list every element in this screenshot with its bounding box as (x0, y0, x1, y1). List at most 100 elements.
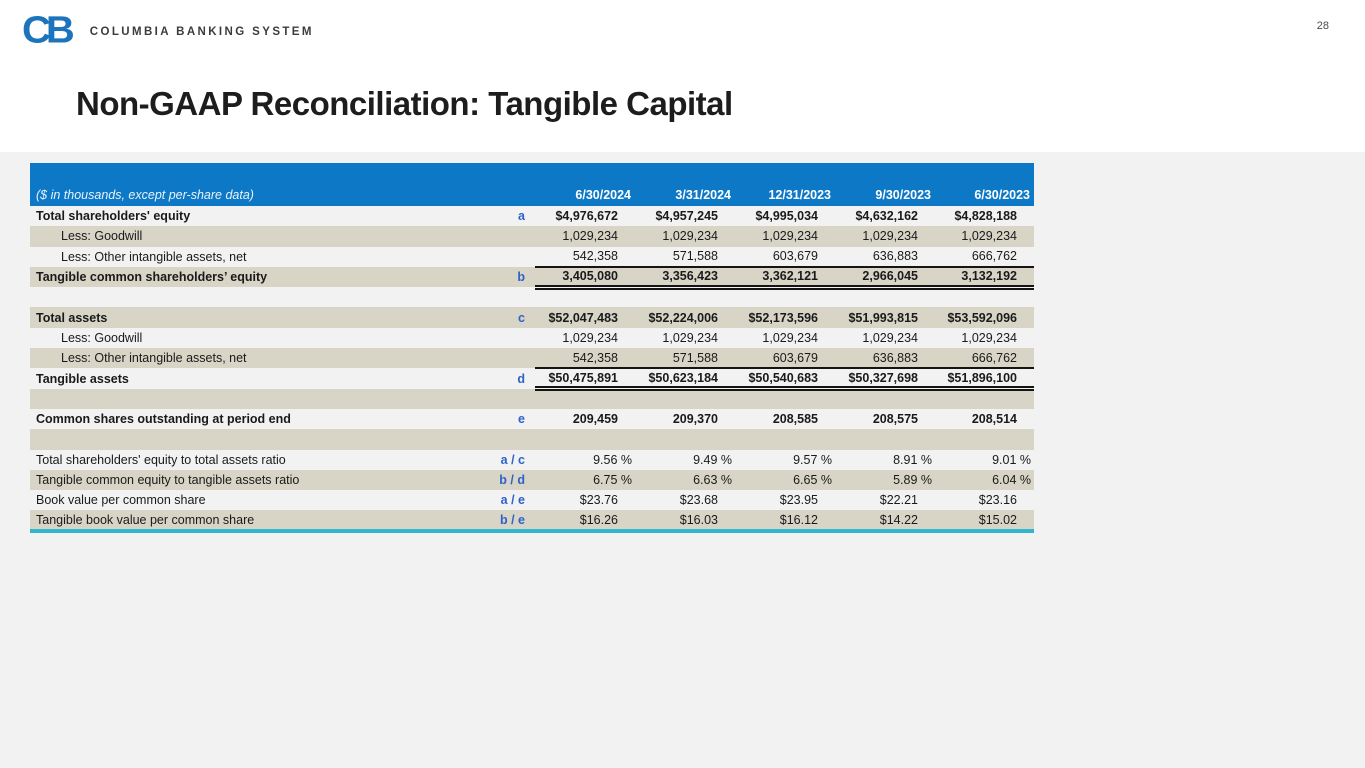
cb-logo-icon: CB (22, 8, 75, 52)
cell-value: $50,475,891 (535, 367, 635, 392)
row-label: Tangible common shareholders’ equity (30, 266, 480, 288)
spacer-row (30, 388, 1034, 409)
row-label: Less: Other intangible assets, net (61, 249, 247, 264)
row-label: Tangible book value per common share (30, 510, 480, 533)
cell-value: $50,540,683 (735, 367, 835, 392)
row-ref: e (518, 412, 525, 427)
cell-value: $16.03 (635, 510, 735, 533)
row-label: Less: Goodwill (61, 330, 143, 345)
brand-logo: CB COLUMBIA BANKING SYSTEM (22, 10, 314, 50)
cell-value: $16.12 (735, 510, 835, 533)
table-row: Tangible book value per common share b /… (30, 510, 1034, 533)
row-label: Less: Other intangible assets, net (30, 348, 480, 369)
cell-value: $4,632,162 (855, 209, 918, 224)
row-label: Common shares outstanding at period end (36, 412, 291, 427)
row-ref: b / e (480, 510, 535, 533)
row-ref: a / c (500, 452, 525, 467)
table-row: Tangible common equity to tangible asset… (30, 469, 1034, 491)
cell-value: $52,173,596 (735, 307, 835, 328)
cell-value: 1,029,234 (762, 330, 818, 345)
table-row: Total shareholders' equity a $4,976,672 … (30, 206, 1034, 226)
col-header-date: 6/30/2023 (935, 163, 1034, 206)
cell-value: $4,976,672 (555, 209, 618, 224)
cell-value: 1,029,234 (535, 226, 635, 247)
slide-title: Non-GAAP Reconciliation: Tangible Capita… (76, 85, 733, 122)
table-row: Total assets c $52,047,483 $52,224,006 $… (30, 307, 1034, 328)
cell-value: 1,029,234 (835, 226, 935, 247)
financial-table: ($ in thousands, except per-share data) … (30, 163, 1034, 533)
cell-value: 666,762 (935, 348, 1034, 369)
cell-value: 6.75 % (535, 469, 635, 491)
page-number: 28 (1316, 20, 1329, 32)
row-ref: d (517, 371, 525, 386)
cell-value: 3,405,080 (535, 265, 635, 290)
cell-value: $50,327,698 (835, 367, 935, 392)
table-header-row: ($ in thousands, except per-share data) … (30, 163, 1034, 206)
cell-value: $52,047,483 (535, 307, 635, 328)
spacer-row (30, 429, 1034, 450)
cell-value: $16.26 (535, 510, 635, 533)
cell-value: 209,459 (572, 412, 618, 427)
cell-value: $51,993,815 (835, 307, 935, 328)
cell-value: 9.57 % (793, 452, 832, 467)
cell-value: 1,029,234 (635, 226, 735, 247)
table-row: Less: Goodwill 1,029,234 1,029,234 1,029… (30, 226, 1034, 247)
row-ref (480, 247, 535, 267)
cell-value: 571,588 (635, 348, 735, 369)
col-header-date: 3/31/2024 (635, 163, 735, 206)
cell-value: 208,514 (971, 412, 1017, 427)
cell-value: 571,588 (672, 249, 718, 264)
cell-value: 1,029,234 (961, 330, 1017, 345)
cell-value: 6.63 % (635, 469, 735, 491)
cell-value: 3,362,121 (735, 265, 835, 290)
table-row: Total shareholders' equity to total asse… (30, 450, 1034, 470)
table-row: Common shares outstanding at period end … (30, 409, 1034, 429)
cell-value: 9.49 % (693, 452, 732, 467)
row-ref: b (480, 266, 535, 288)
cell-value: 636,883 (835, 348, 935, 369)
cell-value: $52,224,006 (635, 307, 735, 328)
cell-value: 5.89 % (835, 469, 935, 491)
cell-value: 542,358 (535, 348, 635, 369)
table-row: Less: Other intangible assets, net 542,3… (30, 348, 1034, 369)
cell-value: 9.01 % (992, 452, 1031, 467)
table-row: Tangible assets d $50,475,891 $50,623,18… (30, 367, 1034, 392)
cell-value: $15.02 (935, 510, 1034, 533)
cell-value: $53,592,096 (935, 307, 1034, 328)
cell-value: 3,132,192 (935, 265, 1034, 290)
cell-value: $23.16 (978, 493, 1017, 508)
cell-value: $22.21 (879, 493, 918, 508)
cell-value: $4,995,034 (755, 209, 818, 224)
cell-value: 208,585 (772, 412, 818, 427)
row-ref (480, 348, 535, 369)
cell-value: $4,957,245 (655, 209, 718, 224)
cell-value: 1,029,234 (735, 226, 835, 247)
cell-value: 1,029,234 (935, 226, 1034, 247)
table-row: Less: Other intangible assets, net 542,3… (30, 247, 1034, 267)
row-label: Total shareholders' equity (36, 209, 191, 224)
row-label: Tangible common equity to tangible asset… (30, 469, 480, 491)
table-subtitle: ($ in thousands, except per-share data) (30, 163, 535, 206)
cell-value: $50,623,184 (635, 367, 735, 392)
row-label: Book value per common share (36, 493, 206, 508)
cell-value: $23.68 (679, 493, 718, 508)
table-row: Book value per common share a / e $23.76… (30, 490, 1034, 510)
col-header-date: 12/31/2023 (735, 163, 835, 206)
cell-value: 9.56 % (593, 452, 632, 467)
cell-value: $23.95 (779, 493, 818, 508)
row-label: Total shareholders' equity to total asse… (36, 452, 286, 467)
row-ref: b / d (480, 469, 535, 491)
col-header-date: 6/30/2024 (535, 163, 635, 206)
cell-value: $51,896,100 (935, 367, 1034, 392)
content-background (0, 152, 1365, 768)
cell-value: 666,762 (971, 249, 1017, 264)
table-row: Less: Goodwill 1,029,234 1,029,234 1,029… (30, 328, 1034, 348)
cell-value: 603,679 (735, 348, 835, 369)
table-row: Tangible common shareholders’ equity b 3… (30, 265, 1034, 290)
row-ref: a / e (500, 493, 525, 508)
spacer-row (30, 287, 1034, 307)
row-label: Tangible assets (36, 371, 129, 386)
cell-value: 208,575 (872, 412, 918, 427)
row-ref: a (518, 209, 525, 224)
cell-value: 542,358 (572, 249, 618, 264)
